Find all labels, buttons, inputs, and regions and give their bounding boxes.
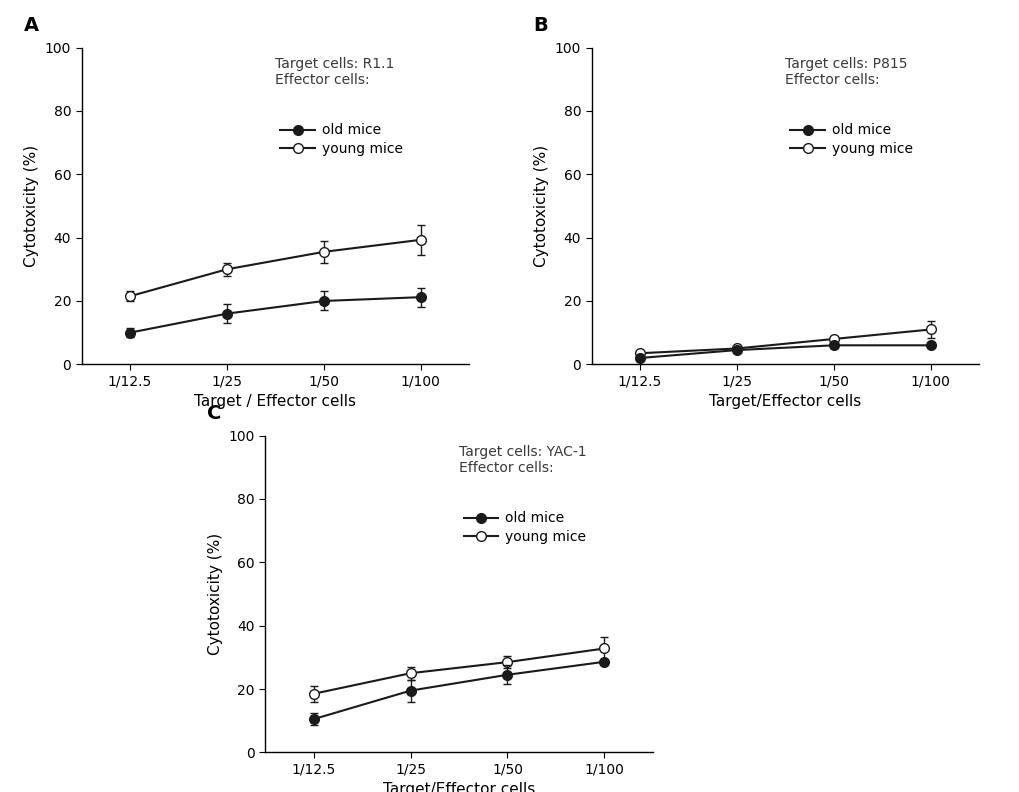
X-axis label: Target / Effector cells: Target / Effector cells	[195, 394, 356, 409]
X-axis label: Target/Effector cells: Target/Effector cells	[382, 782, 535, 792]
Text: Target cells: YAC-1
Effector cells:: Target cells: YAC-1 Effector cells:	[459, 445, 586, 475]
Text: Target cells: R1.1
Effector cells:: Target cells: R1.1 Effector cells:	[275, 57, 394, 87]
Text: C: C	[207, 404, 221, 423]
Y-axis label: Cytotoxicity (%): Cytotoxicity (%)	[534, 145, 548, 267]
Y-axis label: Cytotoxicity (%): Cytotoxicity (%)	[24, 145, 39, 267]
Text: B: B	[533, 16, 547, 35]
Text: Target cells: P815
Effector cells:: Target cells: P815 Effector cells:	[785, 57, 907, 87]
Legend: old mice, young mice: old mice, young mice	[274, 118, 408, 161]
Y-axis label: Cytotoxicity (%): Cytotoxicity (%)	[208, 533, 222, 655]
Legend: old mice, young mice: old mice, young mice	[784, 118, 917, 161]
Text: A: A	[23, 16, 39, 35]
X-axis label: Target/Effector cells: Target/Effector cells	[708, 394, 861, 409]
Legend: old mice, young mice: old mice, young mice	[458, 506, 591, 549]
